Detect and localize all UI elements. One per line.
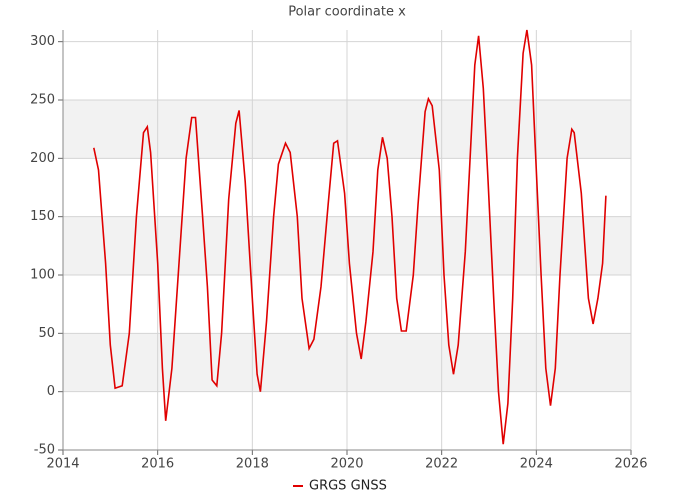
x-tick-label: 2024: [520, 457, 553, 472]
y-tick-label: 250: [30, 93, 55, 108]
x-tick-label: 2016: [141, 457, 174, 472]
x-tick-label: 2022: [425, 457, 458, 472]
y-tick-label: 200: [30, 151, 55, 166]
y-tick-label: 150: [30, 209, 55, 224]
legend-label: GRGS GNSS: [309, 479, 387, 494]
data-line: [93, 29, 607, 445]
x-tick-label: 2014: [46, 457, 79, 472]
y-tick-label: 50: [38, 326, 55, 341]
y-tick-label: 300: [30, 34, 55, 49]
x-tick-label: 2020: [330, 457, 363, 472]
y-tick-label: 0: [47, 384, 55, 399]
x-tick-label: 2018: [236, 457, 269, 472]
x-tick-label: 2026: [614, 457, 647, 472]
y-tick-label: 100: [30, 268, 55, 283]
y-tick-label: -50: [34, 443, 55, 458]
chart-title: Polar coordinate x: [288, 5, 406, 20]
